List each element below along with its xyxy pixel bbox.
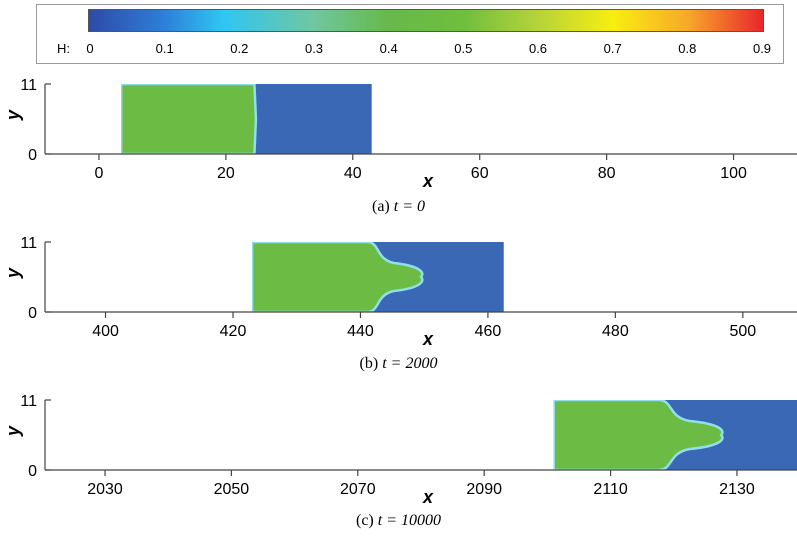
caption-c-prefix: (c) bbox=[355, 512, 378, 529]
y-tick-label: 11 bbox=[20, 77, 37, 94]
x-tick-label: 2090 bbox=[466, 481, 502, 498]
y-tick-label: 0 bbox=[28, 147, 37, 164]
fluid-green-region bbox=[121, 84, 258, 154]
fluid-green-region bbox=[553, 400, 724, 470]
caption-c: (c) t = 10000 bbox=[0, 512, 797, 530]
x-axis-label: x bbox=[422, 487, 434, 506]
x-tick-label: 80 bbox=[598, 165, 616, 182]
y-axis-label: y bbox=[3, 425, 23, 437]
colorbar-tick-label: 0 bbox=[86, 41, 94, 56]
caption-a-prefix: (a) bbox=[371, 198, 394, 215]
x-tick-label: 2050 bbox=[214, 481, 250, 498]
caption-b-prefix: (b) bbox=[359, 355, 383, 372]
x-tick-label: 0 bbox=[94, 165, 103, 182]
y-tick-label: 0 bbox=[28, 305, 37, 322]
colorbar-label: H: bbox=[57, 41, 70, 56]
x-axis-label: x bbox=[422, 329, 434, 348]
y-tick-label: 0 bbox=[28, 463, 37, 480]
x-tick-label: 420 bbox=[220, 323, 247, 340]
colorbar-tick-label: 0.7 bbox=[603, 41, 622, 56]
x-tick-label: 500 bbox=[729, 323, 756, 340]
x-axis-label: x bbox=[422, 171, 434, 190]
plot-t2000: 400 420 440 460 480 500 0 11 x y bbox=[3, 235, 797, 348]
caption-b: (b) t = 2000 bbox=[0, 355, 797, 373]
x-tick-label: 2030 bbox=[87, 481, 123, 498]
colorbar-tick-label: 0.3 bbox=[304, 41, 324, 56]
simulation-domain bbox=[553, 400, 797, 470]
y-axis-label: y bbox=[3, 267, 23, 279]
colorbar-gradient bbox=[88, 9, 764, 32]
colorbar-tick-label: 0.2 bbox=[230, 41, 249, 56]
x-tick-label: 480 bbox=[602, 323, 629, 340]
caption-c-math: t = 10000 bbox=[377, 512, 441, 529]
x-tick-label: 60 bbox=[471, 165, 489, 182]
x-tick-label: 20 bbox=[217, 165, 235, 182]
x-tick-label: 40 bbox=[344, 165, 362, 182]
caption-b-math: t = 2000 bbox=[382, 355, 438, 372]
colorbar-tick-label: 0.1 bbox=[155, 41, 174, 56]
x-tick-label: 440 bbox=[347, 323, 374, 340]
fluid-green-region bbox=[252, 242, 424, 312]
colorbar-tick-label: 0.9 bbox=[752, 41, 772, 56]
colorbar-tick-label: 0.6 bbox=[528, 41, 548, 56]
x-tick-label: 400 bbox=[92, 323, 119, 340]
x-tick-label: 460 bbox=[475, 323, 502, 340]
colorbar-tick-label: 0.5 bbox=[454, 41, 473, 56]
plot-t10000: 2030 2050 2070 2090 2110 2130 0 11 x y bbox=[3, 393, 797, 506]
x-tick-label: 100 bbox=[720, 165, 747, 182]
colorbar-tick-label: 0.8 bbox=[678, 41, 697, 56]
x-tick-label: 2110 bbox=[593, 481, 628, 498]
caption-a-math: t = 0 bbox=[393, 198, 425, 215]
y-tick-label: 11 bbox=[20, 235, 37, 252]
simulation-domain bbox=[121, 84, 372, 154]
caption-a: (a) t = 0 bbox=[0, 198, 797, 216]
simulation-domain bbox=[252, 242, 504, 312]
y-tick-label: 11 bbox=[20, 393, 37, 410]
plot-t0: 0 20 40 60 80 100 0 11 x y bbox=[3, 77, 797, 190]
x-tick-label: 2130 bbox=[719, 481, 755, 498]
colorbar-tick-label: 0.4 bbox=[379, 41, 398, 56]
y-axis-label: y bbox=[3, 109, 23, 121]
x-tick-label: 2070 bbox=[340, 481, 376, 498]
